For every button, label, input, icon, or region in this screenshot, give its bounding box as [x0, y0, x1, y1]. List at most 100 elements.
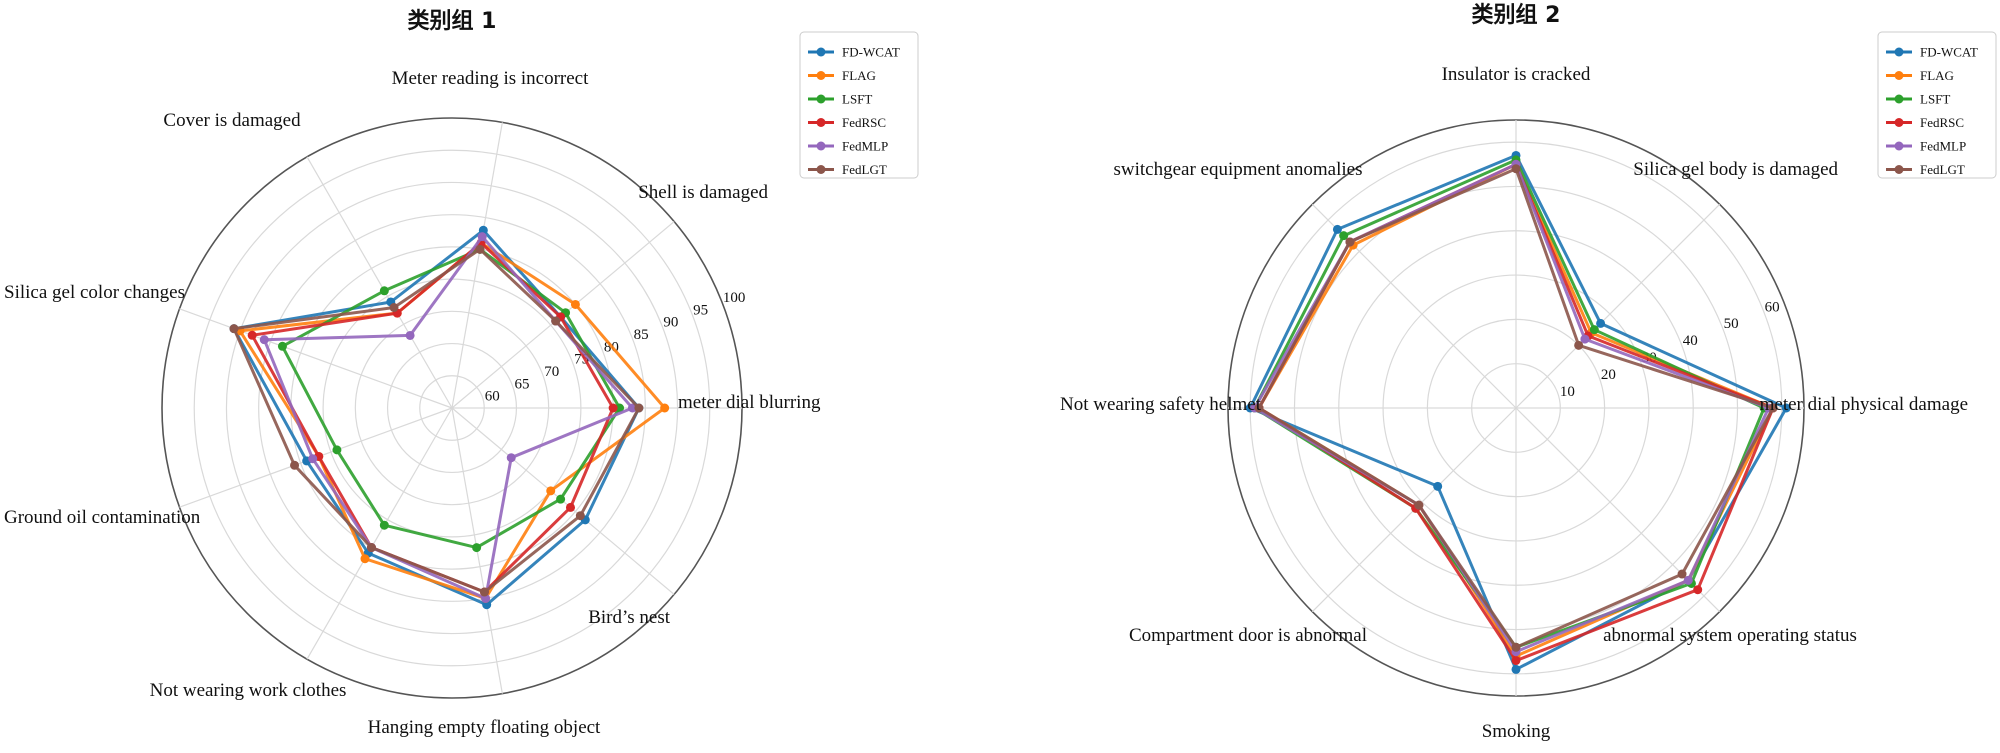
data-point — [615, 403, 625, 413]
data-point — [660, 403, 670, 413]
data-point — [379, 520, 389, 530]
data-point — [1683, 575, 1693, 585]
legend-marker — [1894, 141, 1904, 151]
legend-marker — [816, 94, 826, 104]
tick-label: 40 — [1683, 333, 1698, 349]
spoke — [1515, 203, 1721, 409]
data-point — [360, 554, 370, 564]
legend-label: FedLGT — [842, 162, 887, 177]
series-FedLGT — [229, 244, 644, 597]
category-label: Cover is damaged — [163, 110, 301, 131]
category-label: Silica gel body is damaged — [1633, 159, 1838, 180]
data-point — [247, 330, 257, 340]
spoke — [451, 122, 503, 409]
tick-label: 95 — [693, 302, 708, 318]
data-point — [1345, 237, 1355, 247]
category-label: Shell is damaged — [638, 182, 768, 203]
legend-label: FedMLP — [842, 139, 888, 154]
series-line — [232, 247, 641, 594]
legend-marker — [816, 141, 826, 151]
data-point — [332, 445, 342, 455]
tick-label: 60 — [1765, 299, 1780, 315]
legend-label: FD-WCAT — [1920, 45, 1978, 60]
category-label: abnormal system operating status — [1603, 625, 1857, 646]
category-label: switchgear equipment anomalies — [1113, 159, 1362, 180]
legend-marker — [1894, 71, 1904, 80]
data-point — [472, 543, 482, 553]
category-label: Silica gel color changes — [4, 282, 185, 303]
data-point — [551, 316, 561, 326]
category-label: Compartment door is abnormal — [1129, 625, 1367, 646]
data-point — [1511, 642, 1521, 652]
spoke — [179, 308, 453, 409]
data-point — [379, 286, 389, 296]
data-point — [475, 244, 485, 254]
data-point — [565, 502, 575, 512]
data-point — [229, 324, 239, 334]
tick-label: 100 — [723, 290, 746, 306]
tick-label: 50 — [1724, 316, 1739, 332]
series-line — [262, 235, 634, 600]
data-point — [1781, 403, 1791, 413]
data-point — [556, 494, 566, 504]
data-point — [1433, 481, 1443, 491]
chart-title: 类别组 1 — [408, 8, 497, 34]
data-point — [290, 460, 300, 470]
data-point — [477, 232, 487, 242]
data-point — [277, 341, 287, 351]
legend-marker — [816, 71, 826, 80]
legend-marker — [1894, 118, 1904, 127]
data-point — [1677, 569, 1687, 579]
data-point — [1339, 231, 1349, 241]
series-line — [1253, 158, 1766, 649]
data-point — [575, 511, 585, 521]
tick-label: 85 — [634, 327, 649, 343]
data-point — [1693, 585, 1703, 595]
legend-label: FedMLP — [1920, 139, 1966, 154]
category-label: Hanging empty floating object — [368, 717, 601, 738]
tick-label: 90 — [663, 315, 678, 331]
series-line — [232, 228, 641, 607]
data-point — [259, 335, 269, 345]
category-label: Bird’s nest — [588, 607, 671, 628]
category-label: meter dial physical damage — [1760, 394, 1968, 415]
data-point — [1511, 664, 1521, 674]
category-label: Ground oil contamination — [4, 507, 201, 528]
data-point — [1511, 656, 1521, 666]
chart-title: 类别组 2 — [1472, 2, 1561, 28]
legend-marker — [1894, 47, 1904, 57]
legend-marker — [816, 47, 826, 57]
data-point — [608, 403, 618, 413]
legend-label: LSFT — [1920, 92, 1950, 107]
data-point — [1254, 403, 1264, 413]
data-point — [366, 543, 376, 553]
spoke — [306, 156, 453, 409]
category-label: meter dial blurring — [678, 392, 821, 413]
tick-label: 65 — [515, 376, 530, 392]
data-point — [1332, 224, 1342, 234]
data-point — [1589, 325, 1599, 335]
series-FedLGT — [1254, 164, 1778, 652]
category-label: Smoking — [1482, 721, 1551, 742]
data-point — [308, 454, 318, 464]
series-line — [238, 241, 667, 600]
data-point — [1580, 334, 1590, 344]
data-point — [1596, 318, 1606, 328]
data-point — [634, 403, 644, 413]
legend-label: LSFT — [842, 92, 872, 107]
spoke — [306, 407, 453, 660]
data-point — [546, 486, 556, 496]
legend: FD-WCAT FLAG LSFT FedRSC FedMLP FedLGT — [799, 31, 919, 179]
tick-label: 70 — [544, 364, 559, 380]
category-label: Not wearing work clothes — [150, 680, 347, 701]
category-label: Meter reading is incorrect — [392, 68, 589, 89]
series-FedRSC — [247, 238, 618, 597]
legend-label: FLAG — [842, 68, 876, 83]
legend-label: FedRSC — [842, 115, 886, 130]
category-label: Insulator is cracked — [1442, 64, 1591, 85]
legend-marker — [1894, 165, 1904, 174]
data-point — [1414, 500, 1424, 510]
legend-label: FLAG — [1920, 68, 1954, 83]
